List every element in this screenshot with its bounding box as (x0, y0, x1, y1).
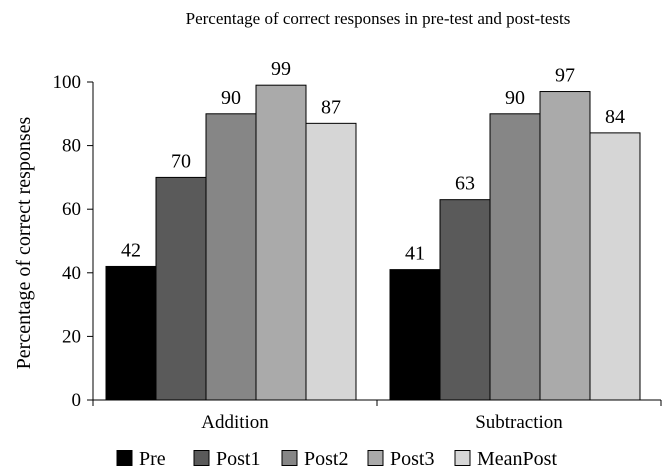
x-category-label: Subtraction (475, 412, 563, 433)
bar-meanpost-addition (305, 122, 357, 401)
legend-swatch-meanpost (454, 450, 471, 466)
data-label: 84 (605, 106, 625, 128)
y-tick-label: 100 (53, 72, 82, 93)
legend-swatch-pre (116, 450, 133, 466)
data-label: 42 (121, 239, 141, 261)
bar-post2-subtraction (489, 113, 541, 401)
bar-post2-addition (205, 113, 257, 401)
y-tick-label: 20 (62, 326, 81, 347)
y-tick-label: 80 (62, 136, 81, 157)
bar-meanpost-subtraction (589, 132, 641, 401)
legend-label-meanpost: MeanPost (477, 448, 557, 470)
chart-title: Percentage of correct responses in pre-t… (186, 9, 571, 28)
data-label: 87 (321, 96, 341, 118)
legend-label-post3: Post3 (390, 448, 434, 470)
data-label: 63 (455, 173, 475, 195)
bar-post1-addition (155, 176, 207, 401)
bar-post3-addition (255, 84, 307, 401)
legend: Pre Post1 Post2 Post3 MeanPost (116, 448, 557, 470)
bar-post1-subtraction (439, 199, 491, 401)
y-axis-label: Percentage of correct responses (13, 116, 35, 369)
data-label: 99 (271, 58, 291, 80)
y-tick-label: 40 (62, 263, 81, 284)
legend-label-post1: Post1 (216, 448, 260, 470)
data-label: 97 (555, 65, 575, 87)
y-tick-label: 0 (72, 390, 82, 411)
legend-swatch-post3 (367, 450, 384, 466)
data-label: 90 (221, 87, 241, 109)
bar-post3-subtraction (539, 91, 591, 401)
legend-swatch-post1 (193, 450, 210, 466)
data-label: 70 (171, 150, 191, 172)
legend-label-pre: Pre (139, 448, 166, 470)
plot-area: 0 20 40 60 80 100 42 70 90 99 87 Addition 41 63 90 97 84… (53, 58, 662, 433)
data-label: 90 (505, 87, 525, 109)
bar-pre-subtraction (389, 269, 441, 401)
x-category-label: Addition (201, 412, 269, 433)
data-label: 41 (405, 243, 425, 265)
legend-swatch-post2 (281, 450, 298, 466)
y-tick-label: 60 (62, 199, 81, 220)
bar-pre-addition (105, 265, 157, 401)
legend-label-post2: Post2 (304, 448, 348, 470)
